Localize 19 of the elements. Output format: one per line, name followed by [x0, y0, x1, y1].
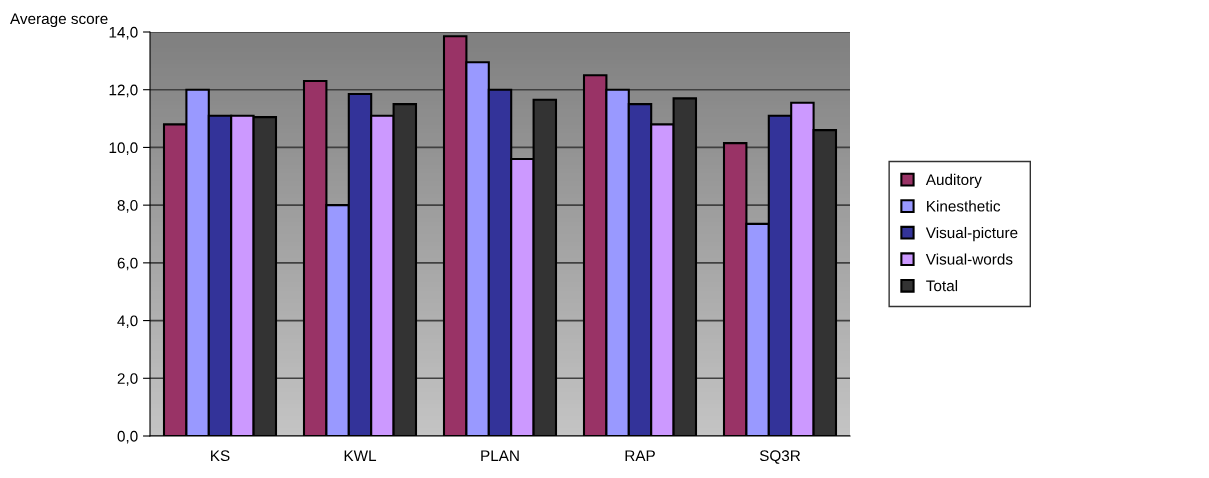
legend-label: Visual-words	[925, 253, 1013, 265]
y-tick-label: 8,0	[117, 200, 138, 213]
x-tick-label: SQ3R	[759, 450, 801, 464]
y-tick-label: 6,0	[117, 257, 138, 271]
x-tick-label: RAP	[625, 450, 655, 461]
legend-label: Kinesthetic	[927, 200, 1001, 212]
y-axis-title: Average score	[10, 13, 108, 28]
legend-label: Auditory	[925, 173, 982, 189]
x-tick-label: KWL	[344, 450, 377, 461]
y-tick-label: 12,0	[109, 84, 138, 98]
y-tick-label: 14,0	[109, 26, 138, 40]
x-tick-label: KS	[211, 450, 230, 462]
y-tick-label: 0,0	[117, 430, 138, 444]
y-tick-label: 2,0	[117, 373, 138, 386]
y-tick-label: 4,0	[117, 315, 138, 329]
legend-label: Total	[926, 280, 958, 292]
legend-label: Visual-picture	[925, 226, 1018, 242]
x-tick-label: PLAN	[481, 450, 519, 461]
y-tick-label: 10,0	[109, 142, 138, 155]
